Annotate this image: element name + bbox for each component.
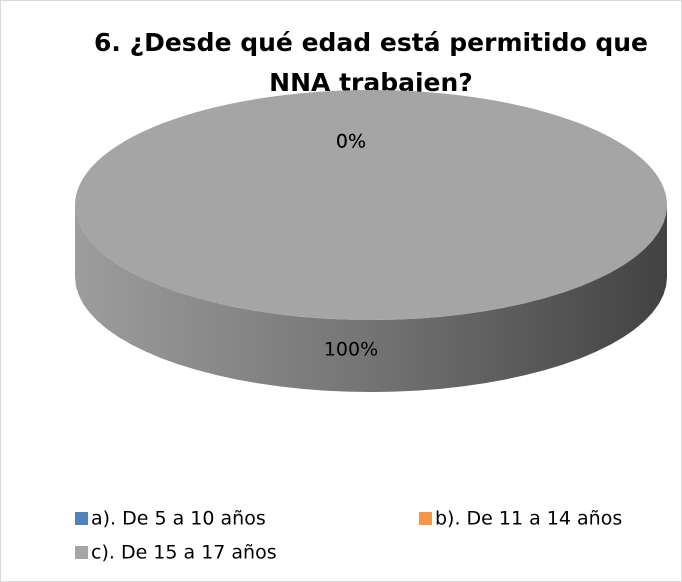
legend-swatch	[75, 546, 88, 559]
data-label: 0%	[336, 130, 366, 152]
data-label: 0%	[336, 130, 366, 152]
legend-swatch	[75, 512, 88, 525]
legend-label: a). De 5 a 10 años	[91, 508, 266, 530]
pie-side-shade	[75, 205, 667, 392]
data-label: 100%	[324, 338, 378, 360]
chart-title-line: 6. ¿Desde qué edad está permitido que	[94, 28, 648, 57]
legend-swatch	[419, 512, 432, 525]
pie-slice	[75, 90, 667, 320]
legend-label: c). De 15 a 17 años	[91, 542, 277, 564]
legend-label: b). De 11 a 14 años	[435, 508, 622, 530]
